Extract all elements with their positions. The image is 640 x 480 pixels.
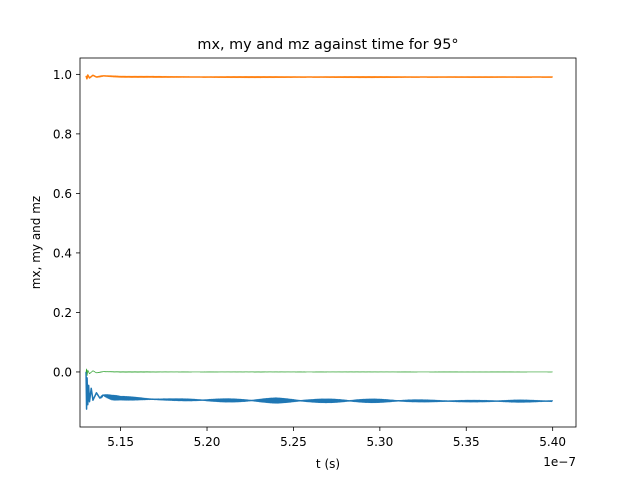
x-tick-label: 5.20 (194, 435, 221, 449)
x-tick-label: 5.35 (453, 435, 480, 449)
plot-frame (79, 57, 577, 428)
x-tick-label: 5.25 (280, 435, 307, 449)
y-tick-label: 0.4 (53, 246, 72, 260)
y-tick-label: 0.2 (53, 306, 72, 320)
x-axis-label: t (s) (316, 457, 340, 471)
y-axis-label: mx, my and mz (29, 196, 43, 289)
series-line-mz (85, 368, 553, 376)
chart-title: mx, my and mz against time for 95° (197, 37, 458, 53)
x-tick-label: 5.40 (539, 435, 566, 449)
x-tick-label: 5.15 (107, 435, 134, 449)
series-line-my (85, 74, 553, 80)
y-tick-label: 0.8 (53, 127, 72, 141)
y-tick-label: 1.0 (53, 68, 72, 82)
y-tick-label: 0.0 (53, 365, 72, 379)
x-tick-label: 5.30 (366, 435, 393, 449)
series-layer (85, 74, 553, 410)
x-axis-ticks: 5.15 5.20 5.25 5.30 5.35 5.40 (107, 427, 566, 449)
series-line-mx (85, 371, 553, 410)
x-axis-offset-label: 1e−7 (543, 455, 576, 469)
y-axis-ticks: 0.0 0.2 0.4 0.6 0.8 1.0 (53, 68, 80, 379)
y-tick-label: 0.6 (53, 187, 72, 201)
